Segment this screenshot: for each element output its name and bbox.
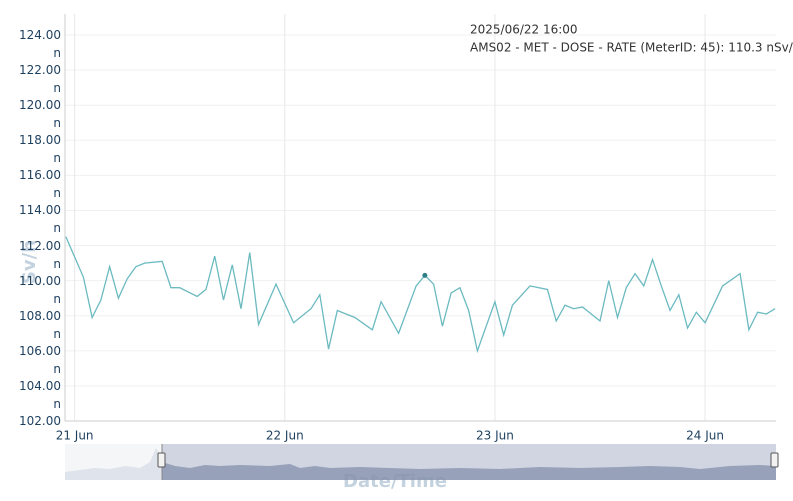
y-tick-label: 102.00 xyxy=(19,414,61,428)
navigator xyxy=(65,444,779,480)
x-tick-label: 23 Jun xyxy=(476,429,514,443)
y-tick-label: 116.00 n xyxy=(19,168,61,201)
plot xyxy=(65,236,776,354)
x-tick-label: 24 Jun xyxy=(686,429,724,443)
y-tick-label: 112.00 n xyxy=(19,238,61,271)
y-tick-label: 106.00 n xyxy=(19,343,61,376)
tooltip-title: 2025/06/22 16:00 xyxy=(470,23,578,37)
navigator-handle[interactable] xyxy=(157,452,166,468)
y-tick-label: 110.00 n xyxy=(19,273,61,306)
tooltip-text: AMS02 - MET - DOSE - RATE (MeterID: 45):… xyxy=(470,41,793,55)
x-tick-label: 21 Jun xyxy=(56,429,94,443)
y-tick-label: 124.00 n xyxy=(19,28,61,61)
y-tick-label: 114.00 n xyxy=(19,203,61,236)
y-axis-title: Sv/h xyxy=(19,240,40,284)
grid xyxy=(65,14,776,422)
y-tick-label: 122.00 n xyxy=(19,63,61,96)
navigator-handle[interactable] xyxy=(770,452,779,468)
y-tick-label: 108.00 n xyxy=(19,308,61,341)
y-tick-label: 118.00 n xyxy=(19,133,61,166)
y-tick-label: 120.00 n xyxy=(19,98,61,131)
navigator-area-left xyxy=(65,448,162,480)
navigator-area xyxy=(162,462,776,480)
y-tick-label: 104.00 n xyxy=(19,378,61,411)
x-tick-label: 22 Jun xyxy=(266,429,304,443)
line-series xyxy=(65,236,776,354)
hover-marker xyxy=(422,272,428,278)
